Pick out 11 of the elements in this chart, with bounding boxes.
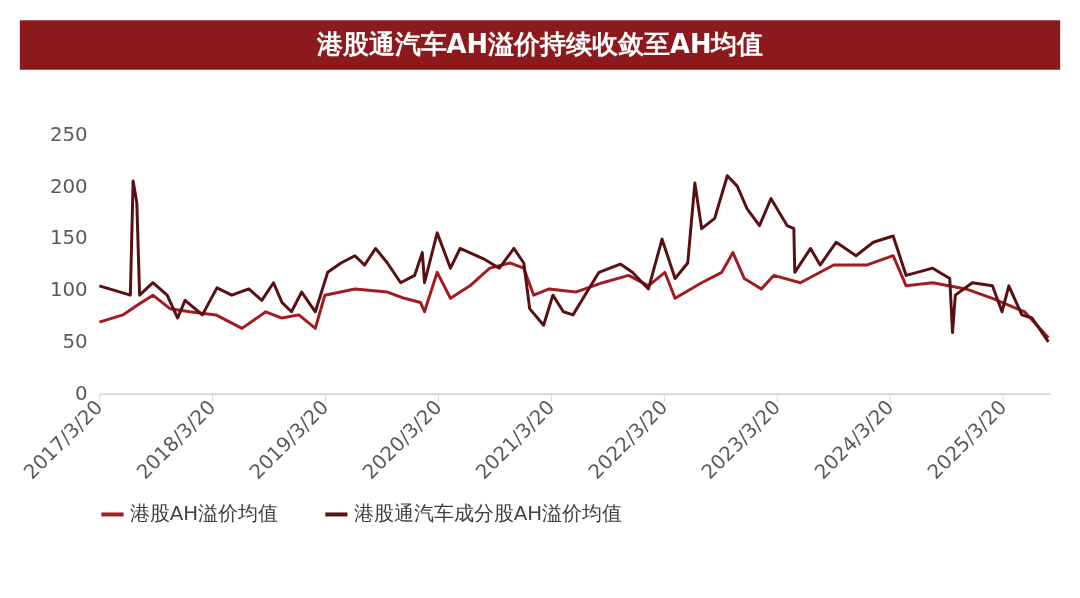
y-tick-label: 100: [49, 278, 88, 302]
y-tick-label: 150: [49, 226, 88, 250]
legend-label: 港股通汽车成分股AH溢价均值: [353, 502, 623, 526]
line-series: [97, 251, 1050, 340]
legend-label: 港股AH溢价均值: [129, 502, 279, 526]
chart-title: 港股通汽车AH溢价持续收敛至AH均值: [315, 28, 764, 59]
y-tick-label: 50: [62, 330, 88, 354]
line-series: [97, 174, 1050, 344]
y-tick-label: 250: [49, 122, 88, 146]
y-tick-label: 200: [49, 174, 88, 198]
y-tick-label: 0: [75, 382, 88, 406]
